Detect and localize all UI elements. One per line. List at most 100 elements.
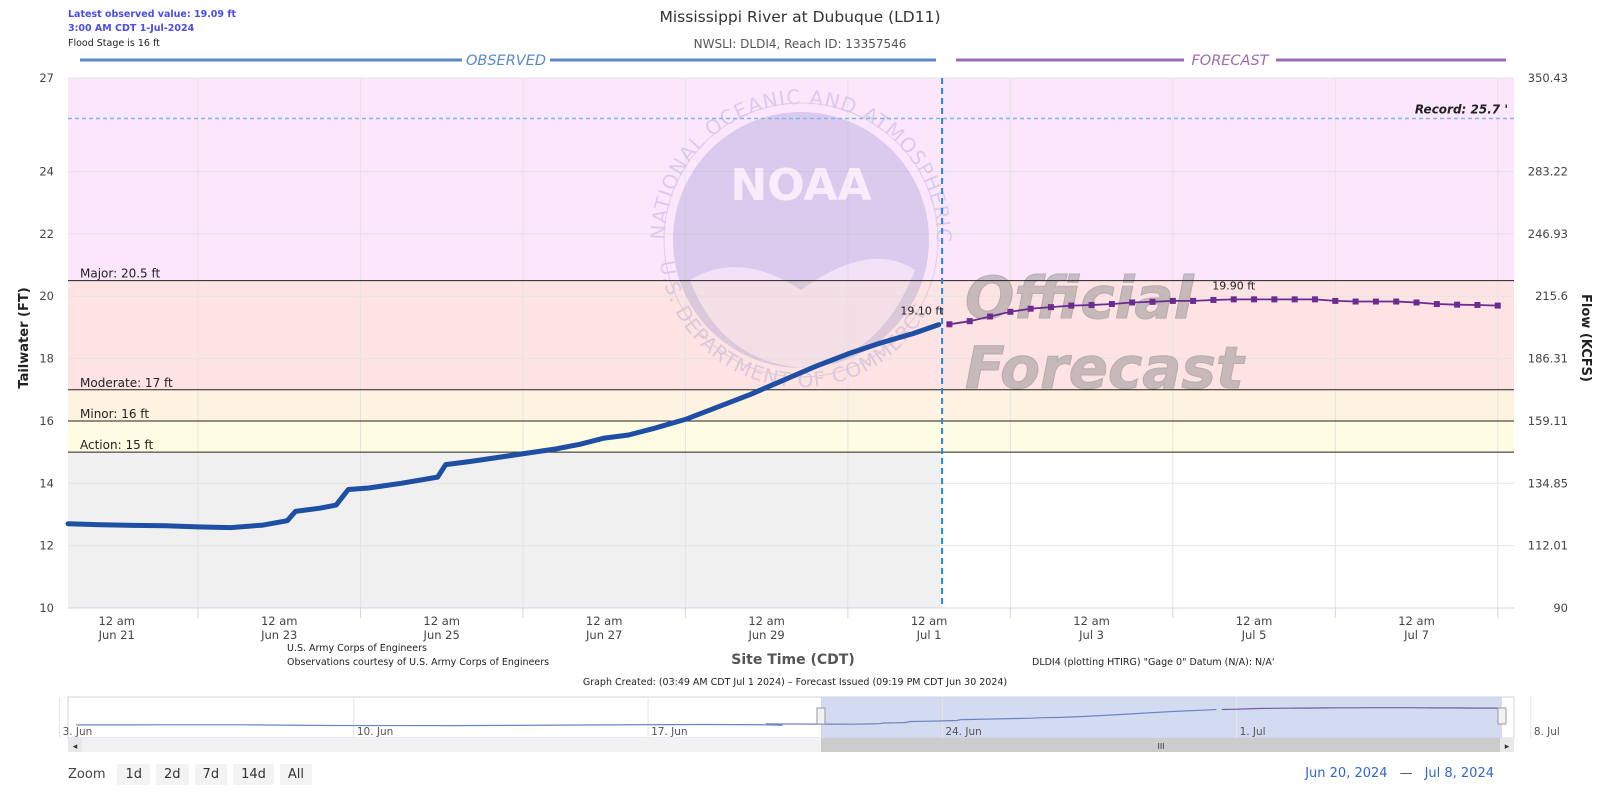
y-axis-left: 10 12 14 16 18 20 22 24 27 — [39, 71, 54, 615]
flood-stage-text: Flood Stage is 16 ft — [68, 38, 160, 49]
y-tick-label: 24 — [39, 165, 54, 179]
forecast-point — [1332, 297, 1339, 304]
scroll-right-icon: ▸ — [1505, 742, 1510, 752]
y2-tick-label: 90 — [1553, 601, 1568, 615]
y-tick-label: 18 — [39, 352, 54, 366]
x-tick-label-time: 12 am — [423, 614, 460, 628]
official-text: Official — [965, 264, 1195, 332]
x-tick-label-time: 12 am — [911, 614, 948, 628]
x-tick-label-date: Jun 27 — [585, 628, 622, 642]
zoom-2d-button[interactable]: 2d — [156, 764, 189, 785]
navigator[interactable]: 3. Jun 10. Jun 17. Jun 24. Jun 1. Jul 8. Jul — [59, 696, 1560, 739]
navigator-forecast-line — [1221, 707, 1506, 711]
y2-tick-label: 215.6 — [1535, 289, 1568, 303]
range-from[interactable]: Jun 20, 2024 — [1305, 766, 1388, 781]
zone-action — [68, 420, 1514, 453]
datum-note: DLDI4 (plotting HTIRG) "Gage 0" Datum (N… — [1032, 657, 1274, 668]
forecast-point — [1393, 298, 1400, 305]
threshold-label-action: Action: 15 ft — [80, 438, 154, 452]
noaa-seal-text: NOAA — [730, 160, 871, 211]
y2-tick-label: 112.01 — [1528, 539, 1568, 553]
y-tick-label: 20 — [39, 289, 54, 303]
forecast-point — [1230, 296, 1237, 303]
navigator-selected-range[interactable] — [821, 697, 1502, 738]
forecast-point — [1474, 301, 1481, 308]
navigator-right-handle[interactable] — [1497, 707, 1507, 725]
scrollbar-thumb[interactable] — [821, 738, 1502, 752]
forecast-point — [1352, 298, 1359, 305]
forecast-point — [1007, 308, 1014, 315]
x-tick-label-date: Jul 3 — [1078, 628, 1104, 642]
forecast-point — [1494, 302, 1501, 309]
y2-axis-title: Flow (KCFS) — [1578, 294, 1593, 382]
latest-time-text: 3:00 AM CDT 1-Jul-2024 — [68, 23, 195, 34]
x-tick-label-date: Jul 5 — [1241, 628, 1267, 642]
scrollbar-grip: III — [1157, 742, 1164, 751]
chart-title: Mississippi River at Dubuque (LD11) — [659, 8, 940, 26]
zone-major — [68, 78, 1514, 281]
nav-date-label: 24. Jun — [945, 726, 981, 738]
forecast-point — [1311, 296, 1318, 303]
forecast-point — [1027, 305, 1034, 312]
y-tick-label: 12 — [39, 539, 54, 553]
zoom-7d-button[interactable]: 7d — [194, 764, 228, 785]
graph-created-note: Graph Created: (03:49 AM CDT Jul 1 2024)… — [583, 677, 1007, 688]
zone-observed-background — [68, 452, 943, 608]
x-tick-label-time: 12 am — [1073, 614, 1110, 628]
nav-date-label: 17. Jun — [651, 726, 687, 738]
x-tick-label-time: 12 am — [261, 614, 298, 628]
y2-tick-label: 134.85 — [1528, 476, 1568, 490]
zoom-all-button[interactable]: All — [279, 764, 312, 785]
threshold-label-minor: Minor: 16 ft — [80, 407, 149, 421]
observed-label: OBSERVED — [466, 53, 546, 69]
forecast-peak-label: 19.90 ft — [1212, 279, 1256, 292]
scroll-right-button[interactable] — [1500, 738, 1514, 752]
forecast-point — [987, 313, 994, 320]
forecast-point — [1190, 297, 1197, 304]
threshold-label-major: Major: 20.5 ft — [80, 267, 161, 281]
zoom-1d-button[interactable]: 1d — [117, 764, 151, 785]
observed-section-header: OBSERVED — [80, 53, 936, 69]
y-axis-title: Tailwater (FT) — [17, 287, 32, 388]
record-label: Record: 25.7 ' — [1415, 103, 1508, 117]
forecast-point — [1068, 302, 1075, 309]
x-tick-label-time: 12 am — [586, 614, 623, 628]
y-tick-label: 10 — [39, 601, 54, 615]
record-line: Record: 25.7 ' — [68, 103, 1514, 120]
y2-tick-label: 350.43 — [1528, 71, 1568, 85]
forecast-point — [1210, 296, 1217, 303]
range-to[interactable]: Jul 8, 2024 — [1424, 766, 1494, 781]
forecast-point — [1433, 301, 1440, 308]
chart-subtitle: NWSLI: DLDI4, Reach ID: 13357546 — [694, 37, 907, 51]
navigator-left-handle[interactable] — [816, 707, 826, 725]
nav-date-label: 1. Jul — [1240, 726, 1266, 738]
y-tick-label: 14 — [39, 476, 54, 490]
zoom-14d-button[interactable]: 14d — [233, 764, 274, 785]
observations-credit: Observations courtesy of U.S. Army Corps… — [287, 657, 549, 668]
forecast-point — [1372, 298, 1379, 305]
navigator-line — [76, 708, 1217, 727]
scroll-left-button[interactable] — [68, 738, 82, 752]
forecast-start-label: 19.10 ft — [900, 304, 944, 317]
forecast-point — [1291, 296, 1298, 303]
threshold-label-moderate: Moderate: 17 ft — [80, 376, 173, 390]
x-tick-label-date: Jun 23 — [260, 628, 297, 642]
forecast-point — [1108, 301, 1115, 308]
range-separator: — — [1399, 766, 1413, 781]
forecast-point — [1088, 301, 1095, 308]
zone-minor — [68, 389, 1514, 421]
nav-date-label: 10. Jun — [357, 726, 393, 738]
latest-value-text: Latest observed value: 19.09 ft — [68, 9, 236, 20]
x-tick-label-date: Jul 1 — [916, 628, 942, 642]
forecast-point — [1129, 299, 1136, 306]
navigator-scrollbar[interactable]: III ◂ ▸ — [68, 738, 1514, 752]
forecast-point — [1413, 299, 1420, 306]
forecast-point — [966, 318, 973, 325]
forecast-watermark-text: Forecast — [965, 334, 1246, 402]
forecast-point — [1454, 301, 1461, 308]
forecast-point — [1169, 297, 1176, 304]
x-axis-title: Site Time (CDT) — [731, 652, 855, 668]
forecast-line — [949, 298, 1498, 326]
